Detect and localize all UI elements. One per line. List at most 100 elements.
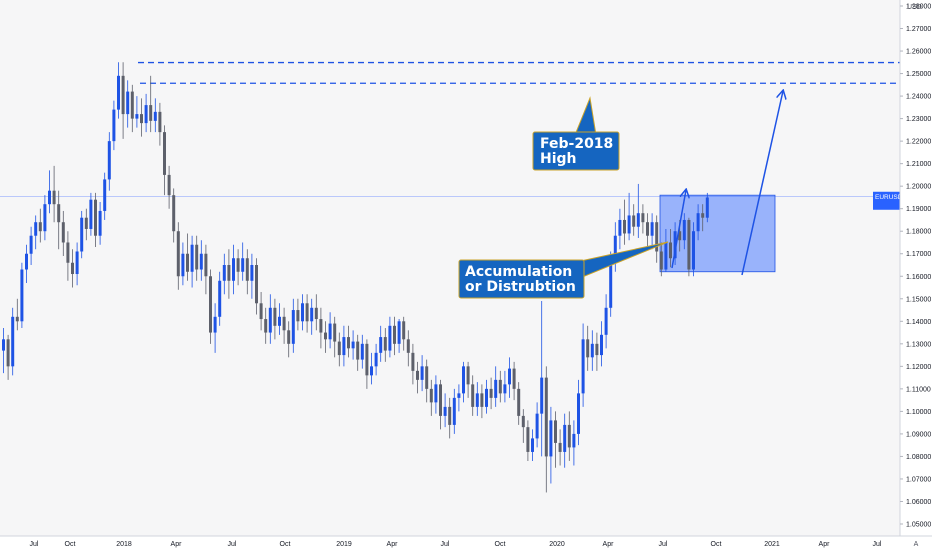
candle-body [558,442,562,452]
y-tick-label: 1.08000 [906,454,931,461]
candle [149,75,153,133]
candle [227,249,231,299]
candle-body [544,377,548,457]
candle-body [517,388,521,416]
candle [337,332,341,367]
candle-body [6,339,10,367]
x-tick-label: Apr [819,541,831,548]
candle [98,201,102,245]
candle [310,298,314,335]
candle-body [140,114,143,124]
candle [503,370,507,403]
candle-body [273,307,277,326]
x-tick-label: Jul [659,541,668,548]
candle-body [650,222,654,236]
candle [563,413,567,468]
candle-body [448,406,452,425]
candle-body [135,114,139,119]
candle [508,357,511,398]
candle-body [52,190,56,205]
candle-body [636,213,640,227]
y-tick-label: 1.06000 [906,499,931,506]
y-tick-label: 1.17000 [906,251,931,258]
candle-body [213,316,217,333]
candle [213,303,217,353]
candle-body [158,111,162,133]
candle [692,222,695,277]
candle [245,249,249,295]
candle [34,215,38,250]
x-tick-label: 2020 [549,541,565,548]
candle-body [471,384,475,407]
x-tick-label: Jul [228,541,237,548]
candle-body [259,303,263,320]
candle [222,253,226,295]
candle [682,213,686,250]
candle-body [475,393,479,407]
candle [126,80,130,128]
candle-body [498,379,502,394]
candle-body [429,388,433,403]
candle [673,222,677,265]
x-tick-label: Jul [441,541,450,548]
candle-body [98,210,102,236]
candle [186,233,189,281]
candle [425,359,429,403]
candle [209,269,212,344]
y-tick-label: 1.10000 [906,409,931,416]
candle-body [172,195,176,232]
callout-text-accumulation: Accumulation [465,264,572,280]
candle-body [126,91,130,115]
candle-body [489,388,493,398]
candle-body [112,109,116,142]
candle-body [393,325,396,344]
candle [577,379,580,446]
candle [6,334,10,380]
y-tick-label: 1.21000 [906,161,931,168]
candle-body [328,323,332,340]
callout-box-accumulation [458,259,585,299]
candle [57,190,61,250]
y-tick-label: 1.18000 [906,229,931,236]
candle-body [673,231,677,259]
candle-body [38,222,42,232]
candle [696,204,700,241]
x-tick-label: Apr [387,541,399,548]
candle-body [121,75,125,115]
candle [181,242,185,286]
candle [687,217,691,277]
candle-body [186,253,189,272]
callout-box-high [532,131,620,171]
candle [117,62,120,119]
candle [434,375,438,414]
auto-scale-label: A [914,541,919,548]
candle [29,226,33,265]
candle-body [130,91,134,119]
candle-body [416,370,419,380]
callout-text-accumulation: or Distrubtion [465,279,576,295]
candle-body [632,215,636,227]
x-tick-label: Apr [603,541,615,548]
candle-body [659,251,663,270]
candle-body [439,384,442,416]
candle-body [508,368,511,385]
candle-body [604,307,608,335]
candle [94,192,97,247]
time-axis-panel [0,536,932,550]
candle [641,204,645,234]
candle [347,325,350,358]
candle [480,384,484,419]
candle-body [374,352,378,367]
candle-body [314,307,318,320]
x-tick-label: Oct [711,541,722,548]
y-tick-label: 1.19000 [906,206,931,213]
candle [420,355,424,392]
candle-body [531,438,534,452]
callout-text-high: High [540,151,577,167]
candle-body [696,213,700,232]
candle-body [305,303,309,322]
candle [494,366,498,407]
candle [328,312,332,349]
